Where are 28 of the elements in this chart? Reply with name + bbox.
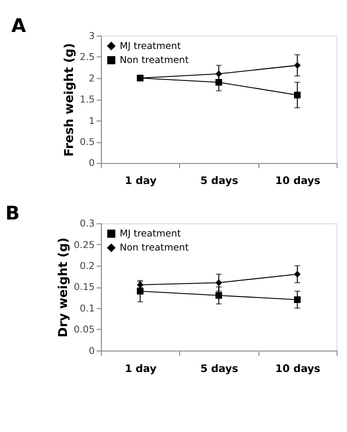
y-tick-label: 0.5 [80, 137, 95, 148]
y-tick-label: 0.1 [80, 303, 95, 314]
x-tick-label: 1 day [124, 362, 157, 375]
y-tick-label: 0.15 [74, 282, 95, 294]
legend-label: MJ treatment [120, 228, 182, 240]
legend-label: MJ treatment [120, 40, 182, 52]
y-tick-label: 1 [88, 116, 95, 127]
legend-label: Non treatment [120, 242, 189, 254]
y-axis-title: Dry weight (g) [56, 237, 70, 338]
y-tick-label: 0 [88, 158, 95, 170]
y-tick-label: 0 [88, 346, 95, 357]
x-tick-label: 10 days [275, 362, 320, 375]
y-tick-label: 2.5 [80, 52, 95, 64]
y-tick-label: 0.25 [74, 240, 95, 251]
y-tick-label: 3 [88, 30, 95, 42]
legend-label: Non treatment [120, 54, 189, 66]
y-tick-label: 1.5 [80, 94, 95, 106]
y-tick-label: 0.05 [74, 324, 95, 336]
y-tick-label: 0.2 [80, 261, 95, 272]
y-tick-label: 2 [88, 73, 95, 84]
chart-title: A [11, 16, 26, 37]
x-tick-label: 5 days [200, 362, 238, 375]
x-tick-label: 5 days [200, 175, 238, 188]
y-axis-title: Fresh weight (g) [62, 42, 76, 157]
x-tick-label: 10 days [275, 175, 320, 188]
x-tick-label: 1 day [124, 175, 157, 188]
y-tick-label: 0.3 [80, 218, 95, 230]
chart-title: B [5, 204, 20, 225]
